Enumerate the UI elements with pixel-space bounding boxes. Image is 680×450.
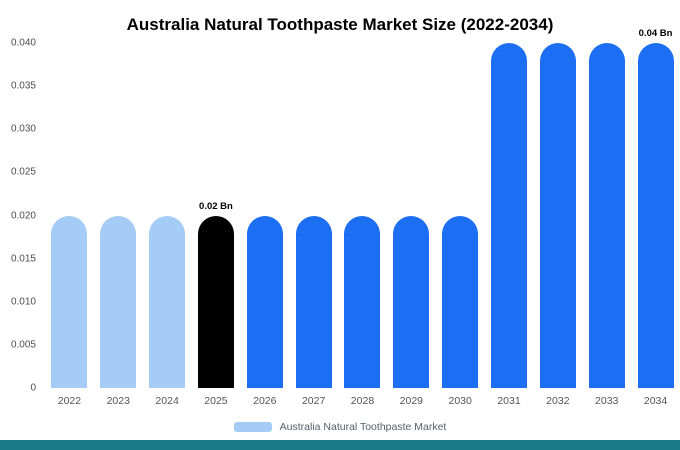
legend-label: Australia Natural Toothpaste Market <box>279 421 447 433</box>
bar-2030 <box>442 215 479 388</box>
bar-2029 <box>393 215 430 388</box>
bar-cell <box>436 43 485 388</box>
x-tick-label: 2033 <box>595 395 619 407</box>
y-tick-label: 0 <box>30 382 36 394</box>
y-tick-label: 0.025 <box>10 166 36 178</box>
y-tick-label: 0.040 <box>10 37 36 49</box>
bar-2034 <box>637 43 674 388</box>
y-tick-label: 0.015 <box>10 253 36 265</box>
x-tick-label: 2024 <box>155 395 179 407</box>
bar-cell <box>143 43 192 388</box>
bar-2027 <box>295 215 332 388</box>
x-tick-label: 2023 <box>106 395 130 407</box>
bar-cell <box>533 43 582 388</box>
x-tick-label: 2027 <box>301 395 326 407</box>
bar-cell <box>45 43 94 388</box>
x-tick-label: 2034 <box>643 395 668 407</box>
x-tick-label: 2028 <box>350 395 375 407</box>
bar-2022 <box>51 215 88 388</box>
x-tick-label: 2030 <box>448 395 472 407</box>
legend: Australia Natural Toothpaste Market <box>0 414 680 440</box>
y-tick-label: 0.020 <box>10 210 36 221</box>
y-tick-label: 0.010 <box>10 296 36 308</box>
chart-title: Australia Natural Toothpaste Market Size… <box>126 14 554 34</box>
y-tick-label: 0.030 <box>10 123 36 135</box>
bar-2033 <box>588 43 625 388</box>
bar-cell <box>94 43 143 388</box>
bar-2025 <box>197 215 234 388</box>
bar-cell: 0.02 Bn <box>192 43 241 388</box>
y-tick-label: 0.005 <box>10 339 36 351</box>
bar-cell: 0.04 Bn <box>631 28 680 388</box>
x-tick-label: 2025 <box>204 395 228 407</box>
bottom-strip <box>0 440 680 450</box>
y-axis: 0.040 0.035 0.030 0.025 0.020 0.015 0.010 0.005… <box>0 38 45 394</box>
bar-2028 <box>344 215 381 388</box>
bar-2026 <box>246 215 283 388</box>
bar-2024 <box>149 215 186 388</box>
bar-cell <box>289 43 338 388</box>
bar-value-label: 0.04 Bn <box>638 28 673 39</box>
bar-cell <box>240 43 289 388</box>
bar-cell <box>485 43 534 388</box>
bar-2032 <box>539 43 576 388</box>
bar-2031 <box>491 43 528 388</box>
x-tick-label: 2022 <box>57 395 82 407</box>
bar-cell <box>582 43 631 388</box>
bar-cell <box>387 43 436 388</box>
plot-area: 0.02 Bn 0.04 Bn <box>45 28 680 388</box>
x-tick-label: 2031 <box>497 395 521 407</box>
x-axis: 2022 2023 2024 2025 2026 2027 2028 2029 2030 2031… <box>45 388 680 414</box>
bar-cell <box>338 43 387 388</box>
bar-value-label: 0.02 Bn <box>199 200 233 212</box>
x-tick-label: 2026 <box>253 395 277 407</box>
y-tick-label: 0.035 <box>10 80 36 92</box>
bar-chart: 0.040 0.035 0.030 0.025 0.020 0.015 0.010 0.005… <box>0 28 680 394</box>
x-tick-label: 2029 <box>399 395 423 407</box>
bar-2023 <box>100 215 137 388</box>
legend-swatch <box>233 422 272 432</box>
x-tick-label: 2032 <box>546 395 570 407</box>
